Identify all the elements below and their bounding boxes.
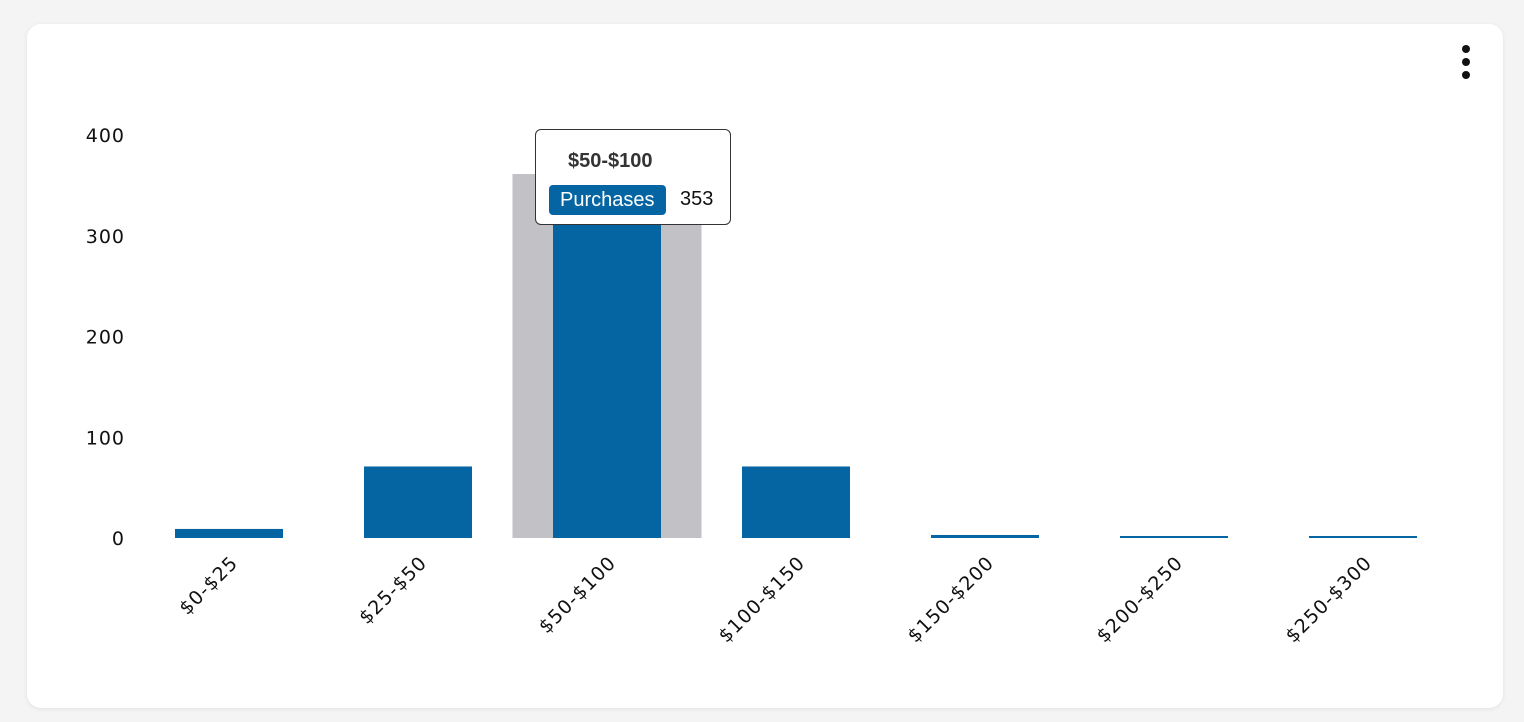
bar-6[interactable] [1309,536,1417,538]
x-tick-label: $25-$50 [355,552,432,629]
bar-5[interactable] [1120,536,1228,538]
more-vertical-icon [1462,71,1470,79]
x-tick-label: $0-$25 [175,552,242,619]
bar-2[interactable] [553,182,661,539]
bar-3[interactable] [742,466,850,538]
x-tick-label: $200-$250 [1092,552,1187,647]
y-tick-label: 100 [86,427,125,449]
y-tick-label: 300 [86,226,125,248]
y-axis: 0 100 200 300 400 [86,125,125,550]
bar-1[interactable] [364,466,472,538]
y-tick-label: 0 [112,528,125,550]
chart-card: 0 100 200 300 400 $0-$25 $25-$50 $50-$100 $100-… [27,24,1503,708]
tooltip-title: $50-$100 [568,150,653,172]
tooltip-series-badge: Purchases [549,185,666,215]
bars-layer [175,182,1417,539]
more-vertical-icon [1462,58,1470,66]
x-tick-label: $250-$300 [1281,552,1376,647]
bar-chart: 0 100 200 300 400 $0-$25 $25-$50 $50-$100 $100-… [86,125,1417,647]
tooltip-value: 353 [680,188,714,210]
bar-4[interactable] [931,534,1039,538]
x-axis: $0-$25 $25-$50 $50-$100 $100-$150 $150-$200 $… [175,552,1376,647]
y-tick-label: 200 [86,327,125,349]
more-options-button[interactable] [1454,42,1478,82]
x-tick-label: $50-$100 [535,552,621,638]
x-tick-label: $100-$150 [714,552,809,647]
x-tick-label: $150-$200 [903,552,998,647]
y-tick-label: 400 [86,125,125,147]
bar-tooltip: $50-$100 Purchases 353 [535,129,731,225]
more-vertical-icon [1462,45,1470,53]
bar-0[interactable] [175,528,283,538]
